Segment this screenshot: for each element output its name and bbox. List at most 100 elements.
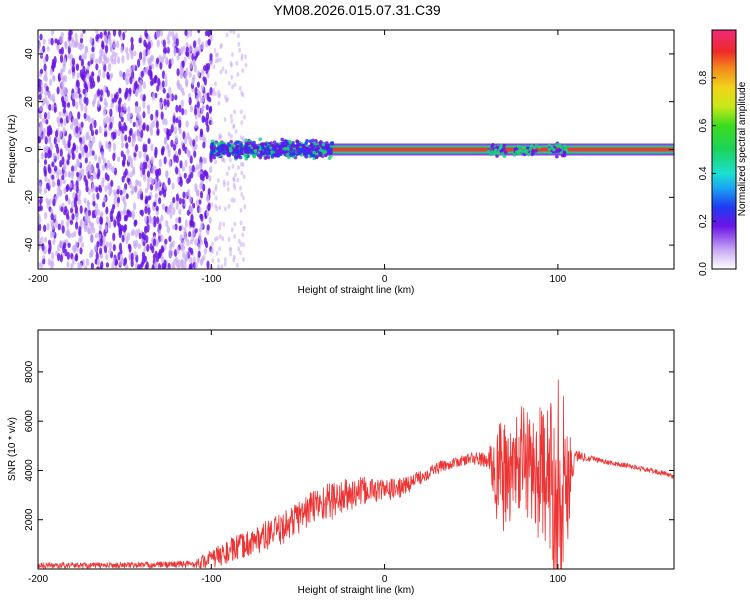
- spectrogram-cell: [118, 70, 123, 78]
- spectrogram-cell: [99, 216, 104, 225]
- spectrogram-cell: [125, 193, 129, 200]
- spectrogram-cell: [192, 40, 197, 49]
- spectrogram-cell: [160, 111, 164, 120]
- spectrogram-cell: [221, 66, 225, 72]
- spectrogram-cell: [76, 171, 80, 178]
- spectrogram-cell: [138, 180, 142, 188]
- spectrogram-cell: [200, 213, 204, 222]
- spectrogram-cell: [237, 33, 240, 39]
- spectrogram-cell: [48, 136, 52, 142]
- spectrogram-cell: [71, 256, 76, 265]
- spectrogram-cell: [45, 145, 49, 152]
- spectrogram-cell: [71, 170, 75, 177]
- spectrogram-cell: [238, 85, 242, 91]
- spectrogram-cell: [214, 159, 218, 165]
- spectrogram-cell: [233, 155, 238, 159]
- spectrogram-cell: [89, 251, 93, 259]
- spectrogram-cell: [68, 42, 73, 49]
- spectrogram-cell: [60, 206, 64, 213]
- spectrogram-cell: [237, 238, 241, 244]
- spectrogram-cell: [172, 206, 176, 216]
- spectrogram-cell: [38, 41, 41, 48]
- spectrogram-cell: [144, 143, 148, 153]
- spectrogram-cell: [72, 142, 76, 151]
- spectrogram-cell: [114, 52, 118, 58]
- spectrogram-cell: [80, 121, 84, 129]
- spectrogram-cell: [172, 115, 176, 124]
- spectrogram-cell: [43, 237, 48, 243]
- spectrogram-cell: [59, 240, 63, 248]
- spectrogram-cell: [95, 186, 99, 193]
- spectrogram-cell: [118, 97, 122, 103]
- spectrogram-cell: [116, 56, 121, 65]
- spectrogram-cell: [80, 58, 85, 67]
- y-tick-label: 6000: [24, 410, 35, 433]
- spectrogram-cell: [168, 86, 172, 96]
- colorbar-ticks: 0.0 0.2 0.4 0.6 0.8: [698, 70, 716, 276]
- spectrogram-cell: [261, 145, 265, 150]
- spectrogram-cell: [169, 210, 173, 219]
- spectrogram-cell: [312, 141, 317, 146]
- spectrogram-cell: [123, 201, 127, 208]
- spectrogram-cell: [47, 247, 51, 255]
- spectrogram-cell: [125, 235, 129, 245]
- spectrogram-cell: [240, 109, 243, 115]
- spectrogram-cell: [502, 147, 506, 151]
- spectrogram-cell: [74, 255, 78, 261]
- spectrogram-cell: [244, 54, 247, 60]
- spectrogram-cell: [132, 64, 136, 71]
- spectrogram-cell: [80, 102, 84, 112]
- spectrogram-cell: [158, 159, 162, 168]
- spectrogram-cell: [237, 246, 241, 252]
- spectrogram-cell: [93, 244, 98, 253]
- spectrogram-cell: [202, 183, 206, 192]
- spectrogram-cell: [62, 164, 67, 171]
- spectrogram-cell: [50, 264, 54, 269]
- spectrogram-cell: [138, 116, 143, 125]
- spectrogram-cell: [155, 216, 160, 225]
- spectrogram-cell: [56, 192, 60, 199]
- spectrogram-cell: [132, 121, 136, 128]
- spectrogram-cell: [43, 224, 47, 233]
- spectrogram-cell: [184, 30, 188, 37]
- spectrogram-cell: [67, 171, 71, 178]
- spectrogram-cell: [59, 254, 63, 263]
- spectrogram-cell: [157, 263, 162, 269]
- spectrogram-cell: [179, 160, 183, 169]
- spectrogram-cell: [158, 197, 162, 205]
- spectrogram-cell: [237, 165, 240, 170]
- spectrogram-cell: [189, 105, 194, 113]
- spectrogram-cell: [110, 116, 115, 125]
- spectrogram-cell: [168, 249, 172, 259]
- spectrogram-cell: [120, 150, 124, 158]
- spectrogram-cell: [100, 49, 104, 57]
- spectrogram-cell: [84, 145, 89, 153]
- spectrogram-cell: [135, 89, 139, 97]
- spectrogram-cell: [78, 96, 82, 106]
- spectrogram-cell: [51, 74, 56, 81]
- spectrogram-cell: [141, 257, 146, 265]
- spectrogram-cell: [209, 165, 213, 174]
- spectrogram-cell: [124, 46, 129, 54]
- spectrogram-cell: [165, 171, 169, 180]
- spectrogram-cell: [51, 251, 55, 260]
- spectrogram-cell: [225, 32, 229, 38]
- spectrogram-cell: [68, 30, 72, 38]
- spectrogram-cell: [167, 149, 171, 158]
- spectrogram-cell: [133, 151, 137, 158]
- spectrogram-cell: [80, 32, 84, 39]
- spectrogram-cell: [64, 40, 68, 48]
- spectrogram-cell: [216, 57, 220, 63]
- spectrogram-cell: [200, 106, 204, 115]
- spectrogram-cell: [130, 51, 134, 60]
- spectrogram-cell: [216, 147, 220, 151]
- spectrogram-cell: [62, 126, 66, 135]
- spectrogram-cell: [76, 158, 80, 165]
- spectrogram-cell: [172, 143, 177, 151]
- spectrogram-cell: [133, 251, 137, 258]
- spectrogram-cell: [267, 151, 271, 156]
- spectrogram-cell: [181, 108, 185, 116]
- spectrogram-cell: [75, 79, 80, 88]
- spectrogram-cell: [270, 155, 275, 159]
- spectrogram-cell: [224, 69, 228, 75]
